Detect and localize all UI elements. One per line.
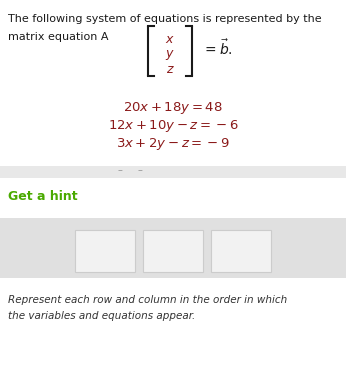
Text: The following system of equations is represented by the: The following system of equations is rep… <box>8 14 322 24</box>
Bar <box>211 230 271 272</box>
Bar <box>0 166 346 178</box>
Text: –: – <box>118 165 122 175</box>
Text: $20x + 18y = 48$: $20x + 18y = 48$ <box>123 100 223 116</box>
Text: $z$: $z$ <box>166 63 174 76</box>
Bar <box>143 230 203 272</box>
Text: –: – <box>138 165 143 175</box>
Text: $3x + 2y - z = -9$: $3x + 2y - z = -9$ <box>116 136 230 152</box>
Text: $= \vec{b}.$: $= \vec{b}.$ <box>202 38 233 58</box>
Text: the variables and equations appear.: the variables and equations appear. <box>8 311 195 321</box>
Text: matrix equation A: matrix equation A <box>8 32 109 42</box>
Text: Get a hint: Get a hint <box>8 190 78 203</box>
Text: $y$: $y$ <box>165 48 175 62</box>
Text: $x$: $x$ <box>165 33 175 46</box>
Bar <box>0 218 346 278</box>
Text: $12x + 10y - z = -6$: $12x + 10y - z = -6$ <box>108 118 238 134</box>
Bar <box>75 230 135 272</box>
Text: Represent each row and column in the order in which: Represent each row and column in the ord… <box>8 295 287 305</box>
